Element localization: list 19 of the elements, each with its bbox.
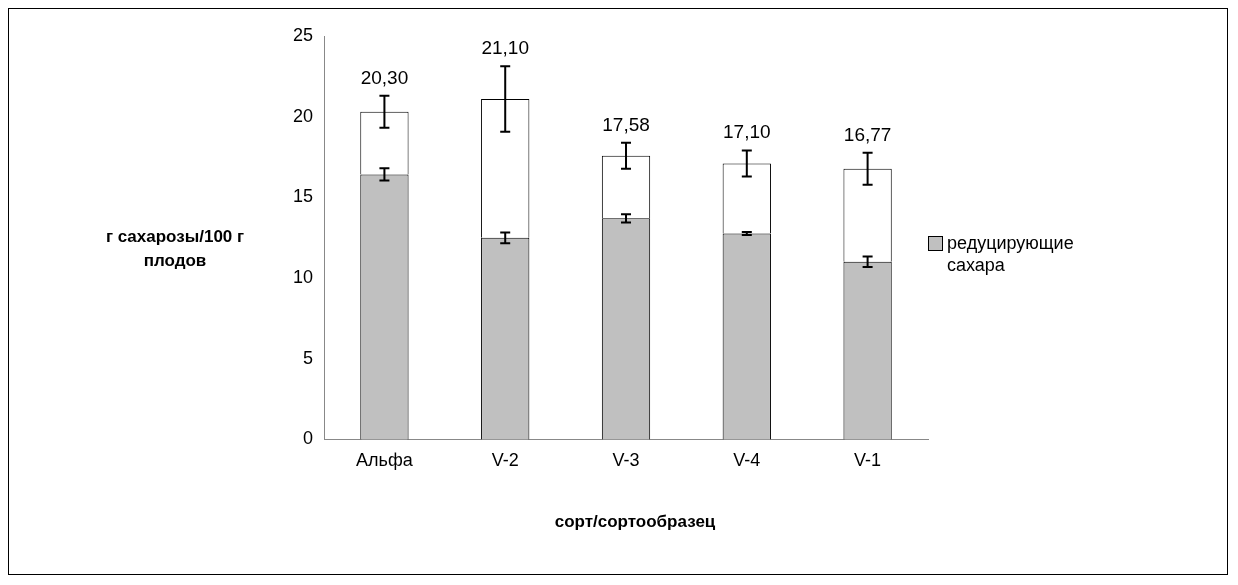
total-label: 17,10	[723, 121, 771, 143]
y-tick-label: 20	[292, 105, 314, 126]
x-tick-label: V-2	[491, 450, 519, 471]
total-label: 17,58	[602, 113, 650, 135]
total-label: 21,10	[481, 36, 529, 58]
total-label: 20,30	[360, 66, 409, 88]
x-tick-label: Альфа	[356, 450, 414, 471]
y-tick-label: 10	[292, 267, 314, 288]
total-label: 16,77	[843, 123, 892, 145]
x-axis-title: сорт/сортообразец	[553, 512, 717, 532]
y-tick-label: 5	[303, 347, 314, 368]
x-tick-label: V-4	[733, 450, 761, 471]
x-tick-label: V-3	[612, 450, 640, 471]
y-tick-label: 0	[303, 428, 314, 449]
legend-label: редуцирующие сахара	[947, 232, 1075, 276]
y-tick-label: 25	[292, 24, 314, 45]
y-axis-title: г сахарозы/100 г плодов	[104, 226, 246, 272]
y-tick-label: 15	[292, 186, 314, 207]
x-tick-label: V-1	[854, 450, 882, 471]
